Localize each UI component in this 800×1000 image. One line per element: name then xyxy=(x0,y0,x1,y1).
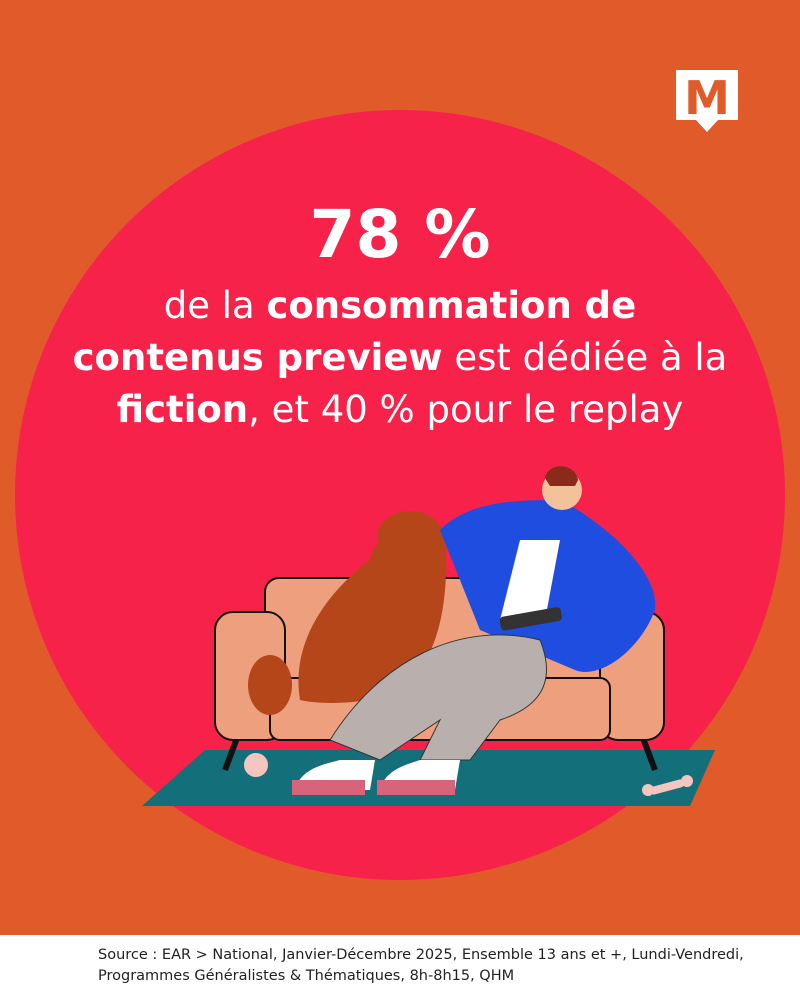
text: de la xyxy=(163,284,267,327)
bold-text: fiction xyxy=(116,388,249,431)
text: , et 40 % pour le replay xyxy=(248,388,684,431)
bold-text: consommation de xyxy=(266,284,637,327)
headline-text: de la consommation de contenus preview es… xyxy=(0,280,800,436)
ball xyxy=(244,753,268,777)
dog xyxy=(248,511,447,715)
source-line: Source : EAR > National, Janvier-Décembr… xyxy=(98,947,744,963)
logo: M xyxy=(684,71,730,125)
footer: Source : EAR > National, Janvier-Décembr… xyxy=(0,935,800,1000)
man xyxy=(292,466,656,795)
headline-line: contenus preview est dédiée à la xyxy=(0,332,800,384)
source-line: Programmes Généralistes & Thématiques, 8… xyxy=(98,968,515,984)
bone xyxy=(642,775,693,796)
source: Source : EAR > National, Janvier-Décembr… xyxy=(98,945,744,987)
headline-stat: 78 % xyxy=(309,196,491,273)
logo-shape xyxy=(676,70,738,132)
text: est dédiée à la xyxy=(442,336,728,379)
bold-text: contenus preview xyxy=(72,336,443,379)
headline-line: de la consommation de xyxy=(0,280,800,332)
headline-line: fiction, et 40 % pour le replay xyxy=(0,384,800,436)
